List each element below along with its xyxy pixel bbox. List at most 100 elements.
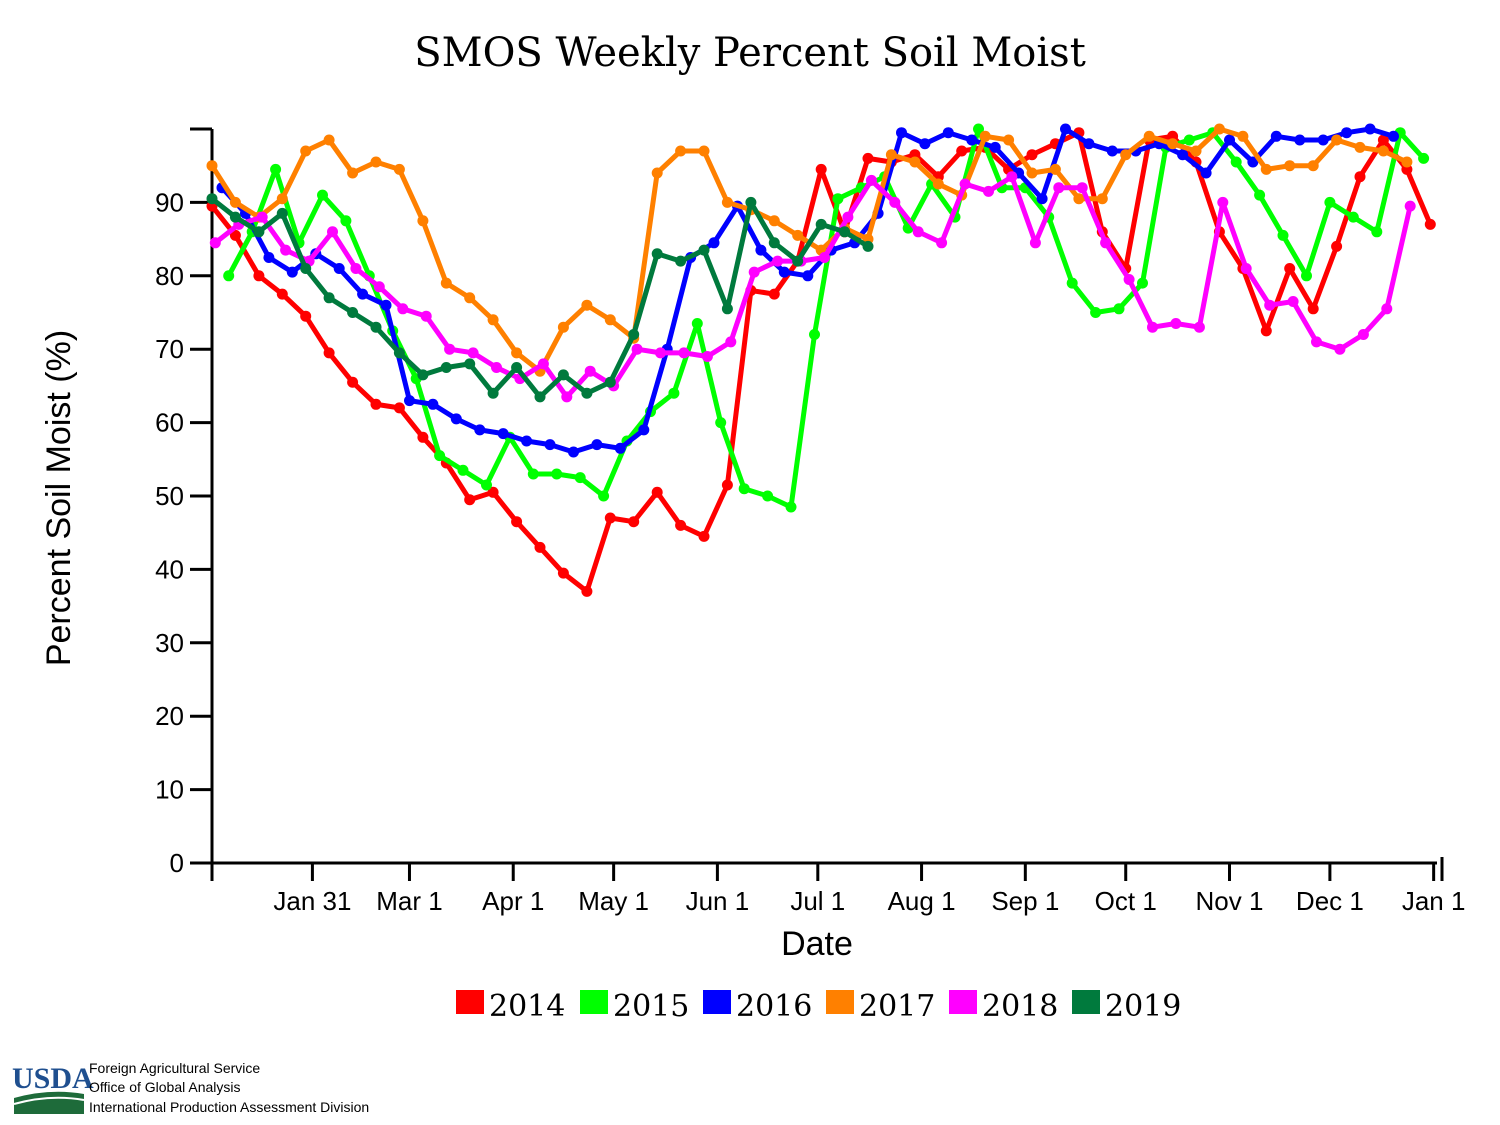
data-point-2016 [497,428,509,440]
data-point-2014 [323,347,335,359]
data-point-2016 [427,398,439,410]
data-point-2017 [909,156,921,168]
data-point-2015 [1324,196,1336,208]
data-point-2016 [380,299,392,311]
data-point-2017 [675,145,687,157]
data-point-2018 [1404,200,1416,212]
data-point-2018 [678,347,690,359]
data-point-2014 [815,163,827,175]
data-point-2014 [511,516,523,528]
data-point-2016 [1364,123,1376,135]
data-point-2014 [698,530,710,542]
data-point-2016 [263,252,275,263]
data-point-2017 [1049,163,1061,175]
legend-swatch-2019 [1072,990,1100,1014]
data-point-2016 [966,134,978,146]
data-point-2017 [721,196,733,208]
data-point-2018 [1334,343,1346,355]
data-point-2018 [1100,237,1112,249]
series-2018 [209,171,1416,403]
data-point-2016 [521,435,533,447]
data-point-2017 [698,145,710,157]
data-point-2017 [417,215,429,227]
usda-logo-swoosh [14,1091,84,1114]
data-point-2017 [1143,130,1155,142]
data-point-2015 [715,417,727,429]
data-point-2017 [1096,193,1108,205]
data-point-2014 [253,270,265,282]
data-point-2015 [1090,307,1102,318]
data-point-2017 [1026,167,1038,179]
x-tick-label: Jan 1 [1402,886,1466,916]
data-point-2014 [393,402,405,414]
data-point-2019 [370,321,382,333]
data-point-2018 [209,237,221,249]
data-point-2019 [417,369,429,381]
data-point-2015 [527,468,539,480]
data-point-2019 [815,218,827,230]
data-point-2014 [534,541,546,553]
data-point-2018 [1193,321,1205,333]
legend-swatch-2016 [703,990,731,1014]
data-point-2016 [1388,130,1399,142]
data-point-2014 [1260,325,1272,337]
data-point-2019 [721,303,733,315]
data-point-2018 [1053,182,1065,194]
data-point-2014 [300,310,312,322]
data-point-2015 [1066,277,1078,289]
x-tick-label: Oct 1 [1095,886,1157,916]
data-point-2016 [404,395,415,407]
data-point-2017 [1003,134,1015,146]
data-point-2017 [276,193,288,205]
data-point-2016 [1106,145,1118,157]
data-point-2014 [1331,240,1343,252]
data-point-2018 [584,365,596,377]
data-point-2014 [557,567,569,579]
data-point-2019 [745,196,757,208]
data-point-2019 [839,226,851,238]
data-point-2014 [862,152,874,164]
data-point-2018 [491,362,502,373]
data-point-2018 [1240,263,1252,274]
data-point-2017 [792,229,804,241]
data-point-2019 [511,362,523,373]
data-point-2018 [537,358,549,370]
data-point-2018 [1170,318,1182,329]
chart-title: SMOS Weekly Percent Soil Moist [414,30,1086,76]
data-point-2015 [574,472,586,484]
data-point-2019 [300,263,312,274]
data-point-2018 [912,226,924,238]
x-tick-label: Apr 1 [482,886,544,916]
data-point-2014 [229,229,241,241]
data-point-2014 [276,288,288,300]
data-point-2016 [919,138,931,150]
data-point-2015 [1347,211,1359,223]
data-point-2019 [206,193,218,205]
data-point-2014 [721,479,733,491]
data-point-2015 [1254,189,1266,201]
series-line-2018 [213,174,1413,400]
data-point-2019 [675,255,687,267]
data-point-2018 [819,252,830,263]
data-point-2017 [300,145,312,157]
data-point-2017 [651,167,663,179]
legend-swatch-2018 [949,990,977,1014]
data-point-2017 [487,314,499,326]
x-tick-label: Jul 1 [790,886,845,916]
x-tick-label: Aug 1 [888,886,956,916]
data-point-2014 [1377,134,1389,146]
data-point-2018 [420,310,432,322]
data-point-2015 [481,479,492,491]
data-point-2017 [1401,156,1413,168]
data-point-2015 [1277,229,1289,241]
data-point-2018 [1264,299,1276,311]
data-point-2016 [544,439,556,451]
usda-logo: USDA Foreign Agricultural Service Office… [12,1060,369,1115]
data-point-2017 [557,321,569,333]
legend-label-2017: 2017 [859,989,935,1024]
data-point-2014 [370,398,382,410]
data-point-2017 [347,167,359,179]
usda-wordmark: USDA [12,1062,94,1095]
data-point-2014 [628,516,640,528]
